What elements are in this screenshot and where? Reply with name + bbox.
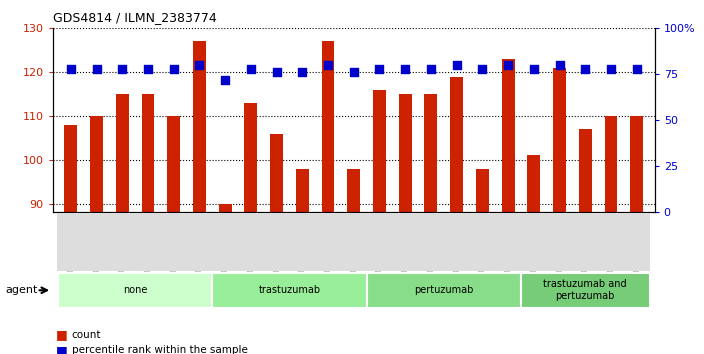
Text: GDS4814 / ILMN_2383774: GDS4814 / ILMN_2383774	[53, 11, 217, 24]
Text: ■: ■	[56, 344, 68, 354]
Bar	[476, 169, 489, 354]
Point	[605, 66, 617, 72]
Bar	[347, 169, 360, 354]
Bar	[322, 41, 334, 354]
Point	[245, 66, 256, 72]
Bar	[502, 59, 515, 354]
Point	[451, 62, 463, 68]
Bar	[451, 76, 463, 354]
Text: ■: ■	[56, 328, 68, 341]
Point	[271, 70, 282, 75]
Bar	[527, 155, 540, 354]
Point	[194, 62, 205, 68]
Text: trastuzumab: trastuzumab	[258, 285, 320, 295]
Point	[400, 66, 411, 72]
Point	[579, 66, 591, 72]
Bar	[142, 94, 154, 354]
Point	[220, 77, 231, 83]
Bar	[373, 90, 386, 354]
Point	[296, 70, 308, 75]
Bar	[630, 116, 643, 354]
Bar	[270, 133, 283, 354]
Bar	[244, 103, 257, 354]
Bar	[168, 116, 180, 354]
Text: pertuzumab: pertuzumab	[414, 285, 474, 295]
Text: count: count	[72, 330, 101, 339]
Point	[65, 66, 77, 72]
Bar	[116, 94, 129, 354]
Point	[503, 62, 514, 68]
Point	[477, 66, 488, 72]
Text: agent: agent	[6, 285, 38, 295]
Point	[91, 66, 102, 72]
Bar	[398, 94, 412, 354]
Point	[528, 66, 539, 72]
Point	[168, 66, 180, 72]
Bar	[193, 41, 206, 354]
Point	[554, 62, 565, 68]
Bar	[64, 125, 77, 354]
Point	[117, 66, 128, 72]
Bar	[579, 129, 591, 354]
Point	[142, 66, 153, 72]
Bar	[219, 204, 232, 354]
Point	[322, 62, 334, 68]
Point	[374, 66, 385, 72]
Bar	[90, 116, 103, 354]
Bar	[425, 94, 437, 354]
Text: none: none	[123, 285, 147, 295]
Point	[631, 66, 642, 72]
Point	[348, 70, 359, 75]
Text: percentile rank within the sample: percentile rank within the sample	[72, 346, 248, 354]
Text: trastuzumab and
pertuzumab: trastuzumab and pertuzumab	[543, 279, 627, 301]
Bar	[605, 116, 617, 354]
Point	[425, 66, 436, 72]
Bar	[296, 169, 309, 354]
Bar	[553, 68, 566, 354]
